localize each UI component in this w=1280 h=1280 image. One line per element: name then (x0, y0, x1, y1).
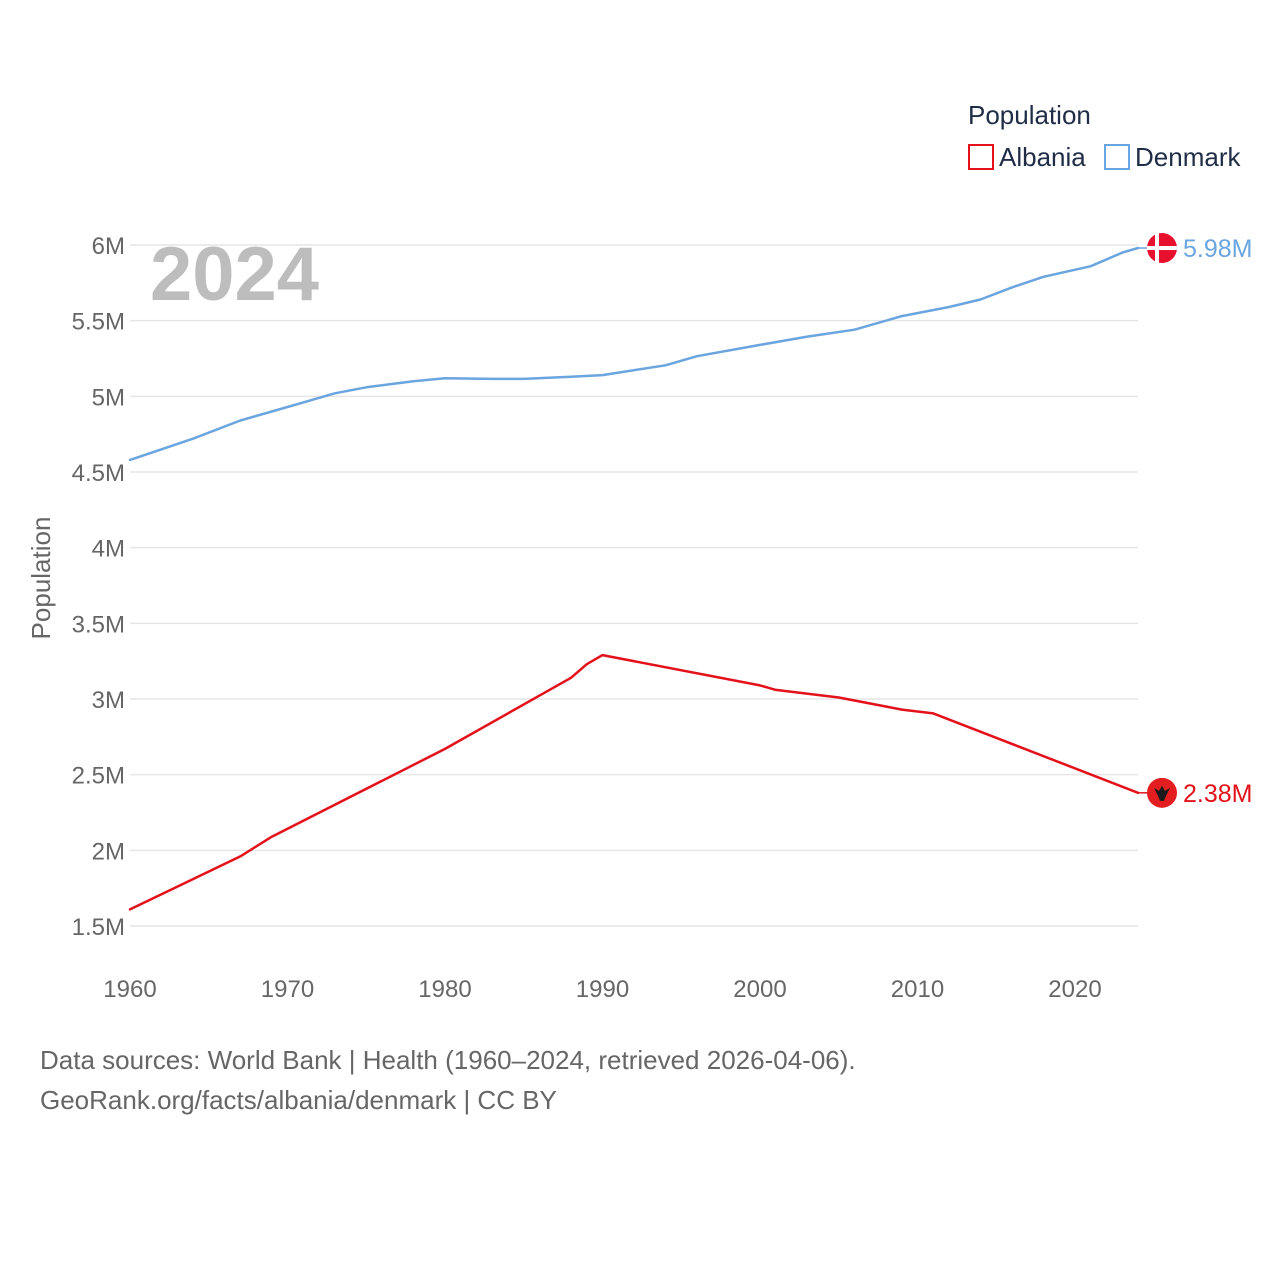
year-label: 2024 (150, 232, 319, 317)
chart-footer: Data sources: World Bank | Health (1960–… (40, 1040, 856, 1120)
denmark-flag-icon (1147, 233, 1177, 264)
y-tick-label: 5M (92, 384, 125, 411)
y-tick-label: 5.5M (72, 309, 125, 336)
y-tick-label: 3M (92, 687, 125, 714)
gridlines (130, 244, 1138, 927)
x-tick-label: 1990 (576, 976, 629, 1003)
data-source-note: Data sources: World Bank | Health (1960–… (40, 1045, 856, 1075)
legend-title: Population (968, 100, 1091, 130)
series-endpoints: 2.38M 5.98M (1138, 233, 1252, 808)
series-lines (128, 246, 1140, 911)
end-value-label-denmark: 5.98M (1183, 235, 1252, 263)
x-tick-label: 1960 (103, 976, 156, 1003)
credit-link[interactable]: GeoRank.org/facts/albania/denmark | CC B… (40, 1085, 557, 1115)
y-tick-label: 1.5M (72, 914, 125, 941)
y-tick-label: 4M (92, 536, 125, 563)
y-tick-label: 6M (92, 233, 125, 260)
y-tick-label: 4.5M (72, 460, 125, 487)
flag-eagle (1154, 785, 1170, 801)
legend-label-albania[interactable]: Albania (999, 142, 1086, 172)
x-tick-label: 1970 (261, 976, 314, 1003)
y-tick-label: 3.5M (72, 611, 125, 638)
albania-flag-icon (1147, 777, 1177, 808)
legend-swatch-denmark[interactable] (1104, 144, 1130, 170)
y-tick-label: 2.5M (72, 763, 125, 790)
x-axis-ticks: 1960 1970 1980 1990 2000 2010 2020 (103, 976, 1101, 1003)
legend: Population Albania Denmark (968, 100, 1241, 172)
y-axis-label: Population (26, 517, 56, 640)
legend-label-denmark[interactable]: Denmark (1135, 142, 1241, 172)
legend-swatch-albania[interactable] (968, 144, 994, 170)
flag-cross-horizontal (1147, 246, 1177, 251)
series-line-albania[interactable] (128, 653, 1140, 911)
y-axis-ticks: 1.5M 2M 2.5M 3M 3.5M 4M 4.5M 5M 5.5M 6M (72, 233, 125, 941)
end-value-label-albania: 2.38M (1183, 780, 1252, 808)
x-tick-label: 2020 (1048, 976, 1101, 1003)
x-tick-label: 2000 (733, 976, 786, 1003)
x-tick-label: 1980 (418, 976, 471, 1003)
y-tick-label: 2M (92, 838, 125, 865)
series-line-denmark[interactable] (128, 246, 1140, 462)
x-tick-label: 2010 (891, 976, 944, 1003)
